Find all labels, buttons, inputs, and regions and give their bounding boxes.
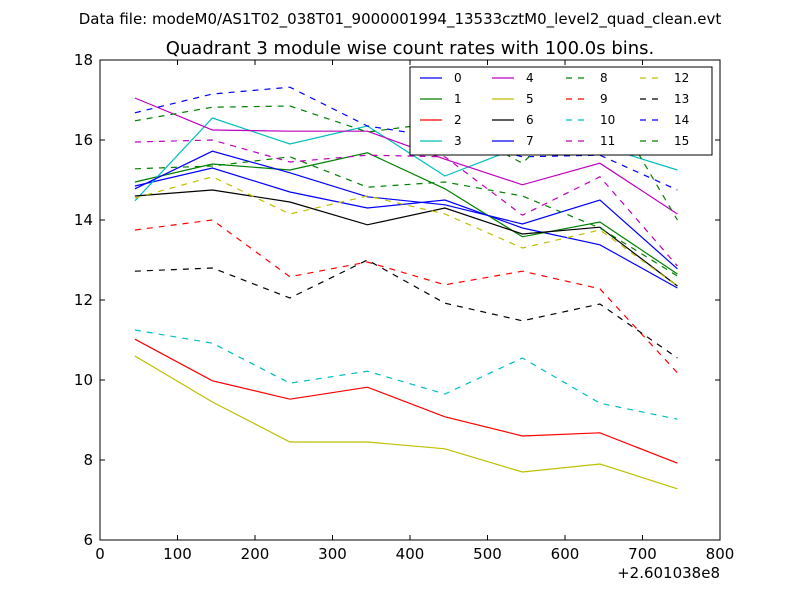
y-tick-label: 10 (74, 371, 93, 389)
legend-label-0: 0 (454, 71, 462, 85)
legend-label-10: 10 (600, 113, 615, 127)
y-tick-label: 16 (74, 131, 93, 149)
x-tick-label: 300 (318, 545, 347, 563)
x-tick-label: 800 (706, 545, 735, 563)
legend-label-11: 11 (600, 134, 615, 148)
y-tick-label: 18 (74, 51, 93, 69)
legend-label-3: 3 (454, 134, 462, 148)
x-tick-label: 500 (473, 545, 502, 563)
chart-title: Quadrant 3 module wise count rates with … (166, 38, 655, 59)
legend-label-5: 5 (526, 92, 534, 106)
y-tick-label: 6 (83, 531, 93, 549)
x-tick-label: 100 (163, 545, 192, 563)
legend-label-4: 4 (526, 71, 534, 85)
legend-label-15: 15 (674, 134, 689, 148)
series-line-12 (134, 176, 678, 287)
y-tick-label: 12 (74, 291, 93, 309)
series-line-1 (134, 152, 678, 275)
x-tick-label: 0 (95, 545, 105, 563)
legend-frame (409, 66, 713, 156)
series-line-7 (134, 150, 678, 270)
y-tick-label: 14 (74, 211, 93, 229)
x-tick-label: 600 (551, 545, 580, 563)
legend-label-6: 6 (526, 113, 534, 127)
legend-label-8: 8 (600, 71, 608, 85)
series-line-4 (134, 97, 678, 215)
x-offset-label: +2.601038e8 (617, 564, 720, 582)
suptitle: Data file: modeM0/AS1T02_038T01_90000019… (79, 10, 722, 29)
legend-label-12: 12 (674, 71, 689, 85)
x-tick-label: 700 (628, 545, 657, 563)
legend-label-1: 1 (454, 92, 462, 106)
series-line-0 (134, 167, 678, 289)
y-tick-label: 8 (83, 451, 93, 469)
legend-label-9: 9 (600, 92, 608, 106)
legend-label-2: 2 (454, 113, 462, 127)
series-line-8 (134, 156, 678, 277)
series-line-6 (134, 189, 678, 287)
legend-label-7: 7 (526, 134, 534, 148)
legend-label-13: 13 (674, 92, 689, 106)
series-line-13 (134, 259, 678, 359)
series-line-10 (134, 329, 678, 420)
series-line-11 (134, 139, 678, 267)
legend-label-14: 14 (674, 113, 689, 127)
series-layer (134, 86, 678, 490)
series-line-5 (134, 355, 678, 490)
series-line-2 (134, 338, 678, 464)
x-tick-label: 200 (241, 545, 270, 563)
x-tick-label: 400 (396, 545, 425, 563)
series-line-9 (134, 219, 678, 374)
